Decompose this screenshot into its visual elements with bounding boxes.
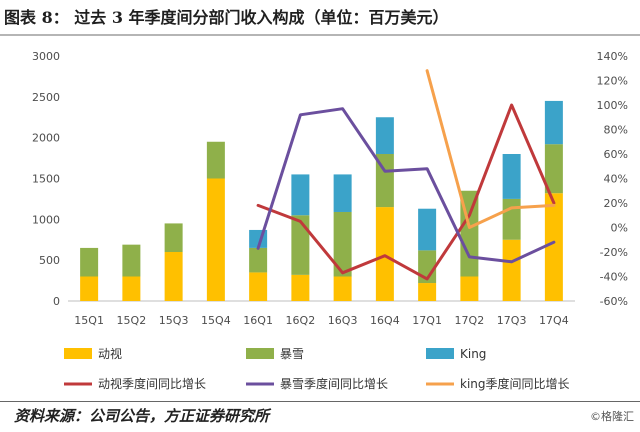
bar-segment (249, 272, 268, 301)
left-y-tick-label: 1500 (32, 173, 60, 186)
growth-line (425, 69, 556, 229)
bar-segment (502, 154, 521, 199)
x-tick-label: 17Q2 (455, 314, 485, 327)
bar-segment (164, 252, 183, 301)
bar-segment (375, 207, 394, 301)
bar-segment (544, 144, 563, 194)
bar-segment (502, 239, 521, 301)
x-tick-label: 17Q3 (497, 314, 527, 327)
legend-swatch (246, 348, 274, 359)
x-tick-label: 15Q2 (117, 314, 147, 327)
right-y-tick-label: 80% (604, 124, 628, 137)
bar-segment (80, 247, 99, 277)
right-y-tick-label: 0% (611, 222, 628, 235)
left-y-tick-label: 2500 (32, 91, 60, 104)
bar-segment (164, 223, 183, 252)
bar-segment (333, 174, 352, 212)
source-divider (0, 401, 640, 402)
bar-segment (544, 193, 563, 301)
x-tick-label: 15Q3 (159, 314, 189, 327)
bar-segment (249, 247, 268, 273)
left-y-tick-label: 1000 (32, 213, 60, 226)
left-y-tick-label: 3000 (32, 50, 60, 63)
watermark: ©格隆汇 (590, 410, 634, 423)
x-tick-label: 15Q4 (201, 314, 231, 327)
bar-segment (333, 276, 352, 301)
bar-segment (502, 198, 521, 240)
right-y-tick-label: 120% (597, 75, 628, 88)
bar-segment (122, 244, 141, 277)
legend-label: King (460, 347, 486, 361)
right-y-tick-label: 20% (604, 197, 628, 210)
chart-title: 图表 8： 过去 3 年季度间分部门收入构成（单位：百万美元） (4, 8, 449, 27)
bar-segment (122, 276, 141, 301)
bar-segment (333, 211, 352, 277)
x-tick-label: 17Q4 (539, 314, 569, 327)
right-y-tick-label: 40% (604, 173, 628, 186)
left-y-tick-label: 500 (39, 254, 60, 267)
x-tick-label: 15Q1 (74, 314, 104, 327)
title-divider (0, 34, 640, 36)
bar-segment (418, 208, 437, 251)
bar-segment (206, 141, 225, 179)
x-tick-label: 17Q1 (412, 314, 442, 327)
left-y-tick-label: 2000 (32, 132, 60, 145)
legend-label: 动视 (98, 346, 122, 361)
right-y-tick-label: 100% (597, 99, 628, 112)
stacked-bars (80, 100, 563, 301)
right-y-tick-label: -40% (600, 271, 628, 284)
x-tick-label: 16Q4 (370, 314, 400, 327)
bar-segment (291, 174, 310, 216)
x-tick-label: 16Q3 (328, 314, 358, 327)
bar-segment (206, 178, 225, 301)
left-y-axis: 0 500 1000 1500 2000 2500 3000 (32, 50, 575, 308)
growth-line (256, 103, 556, 281)
legend-label: king季度间同比增长 (460, 376, 570, 391)
legend-swatch (64, 348, 92, 359)
x-tick-label: 16Q1 (243, 314, 273, 327)
bar-segment (375, 117, 394, 154)
chart-legend: 动视 暴雪 King 动视季度间同比增长 暴雪季度间同比增长 king季度间同比增长 (64, 346, 570, 391)
x-tick-label: 16Q2 (286, 314, 316, 327)
right-y-tick-label: -20% (600, 246, 628, 259)
left-y-tick-label: 0 (53, 295, 60, 308)
right-y-tick-label: 60% (604, 148, 628, 161)
right-y-tick-label: 140% (597, 50, 628, 63)
revenue-chart: 0 500 1000 1500 2000 2500 3000 -60% -40% -20% 0% 2… (32, 50, 628, 391)
x-axis-labels: 15Q1 15Q2 15Q3 15Q4 16Q1 16Q2 16Q3 16Q4 17Q1 17Q2… (74, 314, 568, 327)
bar-segment (375, 154, 394, 208)
growth-lines (256, 69, 556, 281)
right-y-tick-label: -60% (600, 295, 628, 308)
right-y-axis: -60% -40% -20% 0% 20% 40% 60% 80% 100% 120% 140% (597, 50, 628, 308)
bar-segment (291, 274, 310, 301)
bar-segment (418, 283, 437, 301)
legend-label: 动视季度间同比增长 (98, 376, 206, 391)
bar-segment (460, 276, 479, 301)
source-note: 资料来源：公司公告，方正证券研究所 (14, 407, 270, 425)
growth-line (256, 107, 556, 264)
bar-segment (80, 276, 99, 301)
legend-label: 暴雪季度间同比增长 (280, 376, 388, 391)
legend-swatch (426, 348, 454, 359)
bar-segment (544, 100, 563, 145)
legend-label: 暴雪 (280, 347, 304, 361)
bar-segment (291, 215, 310, 275)
